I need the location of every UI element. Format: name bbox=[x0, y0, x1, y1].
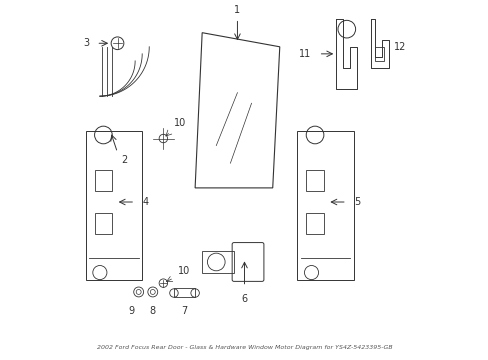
Text: 11: 11 bbox=[299, 49, 311, 59]
Text: 7: 7 bbox=[181, 306, 187, 316]
Text: 5: 5 bbox=[353, 197, 359, 207]
Text: 10: 10 bbox=[177, 266, 189, 276]
Bar bbox=[305, 213, 323, 234]
Bar bbox=[174, 288, 195, 297]
Bar bbox=[94, 213, 112, 234]
Text: 1: 1 bbox=[234, 5, 240, 15]
Text: 2002 Ford Focus Rear Door - Glass & Hardware Window Motor Diagram for YS4Z-54233: 2002 Ford Focus Rear Door - Glass & Hard… bbox=[97, 345, 391, 350]
Text: 9: 9 bbox=[128, 306, 134, 316]
Text: 2: 2 bbox=[121, 155, 127, 165]
Text: 8: 8 bbox=[149, 306, 156, 316]
Text: 10: 10 bbox=[174, 118, 186, 128]
Bar bbox=[374, 47, 383, 61]
Bar bbox=[305, 170, 323, 192]
Text: 6: 6 bbox=[241, 294, 247, 304]
Bar bbox=[94, 170, 112, 192]
Text: 12: 12 bbox=[394, 42, 406, 52]
Text: 3: 3 bbox=[83, 38, 89, 48]
Bar bbox=[202, 251, 233, 273]
Text: 4: 4 bbox=[142, 197, 148, 207]
